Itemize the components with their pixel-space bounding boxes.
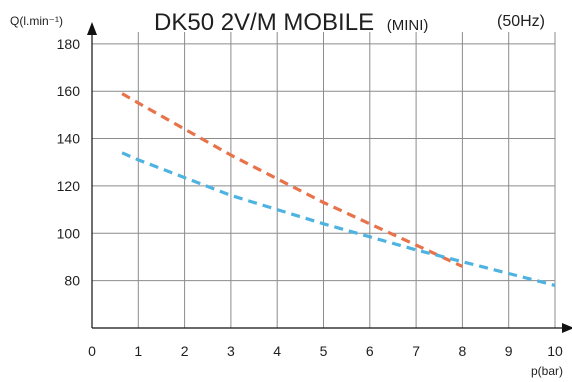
x-tick-label: 0 [88, 343, 96, 359]
y-tick-label: 140 [57, 131, 81, 147]
frequency-note: (50Hz) [497, 13, 545, 30]
y-tick-label: 80 [64, 273, 80, 289]
chart-title: DK50 2V/M MOBILE (MINI) [154, 9, 428, 36]
axes [87, 22, 572, 333]
x-tick-label: 10 [547, 343, 563, 359]
chart-title-suffix: (MINI) [387, 17, 429, 34]
x-tick-label: 6 [366, 343, 374, 359]
series-line-2 [121, 151, 556, 287]
x-tick-label: 5 [320, 343, 328, 359]
y-axis-arrow [87, 22, 97, 35]
y-tick-label: 100 [57, 225, 81, 241]
tick-labels: 0 1 2 3 4 5 6 7 8 9 10 80 100 120 140 160 180 [57, 36, 563, 359]
chart-title-main: DK50 2V/M MOBILE [154, 9, 374, 36]
series-lines [121, 92, 556, 287]
x-tick-label: 1 [134, 343, 142, 359]
x-tick-label: 4 [273, 343, 281, 359]
y-axis-label: Q(l.min⁻¹) [10, 14, 63, 28]
x-axis-label: p(bar) [531, 364, 563, 378]
series-line-1 [121, 92, 464, 268]
x-tick-label: 8 [459, 343, 467, 359]
x-tick-label: 7 [412, 343, 420, 359]
x-axis-arrow [562, 323, 572, 333]
y-tick-label: 160 [57, 83, 81, 99]
grid [92, 32, 556, 328]
x-tick-label: 2 [181, 343, 189, 359]
x-tick-label: 9 [505, 343, 513, 359]
y-tick-label: 120 [57, 178, 81, 194]
y-tick-label: 180 [57, 36, 81, 52]
x-tick-label: 3 [227, 343, 235, 359]
